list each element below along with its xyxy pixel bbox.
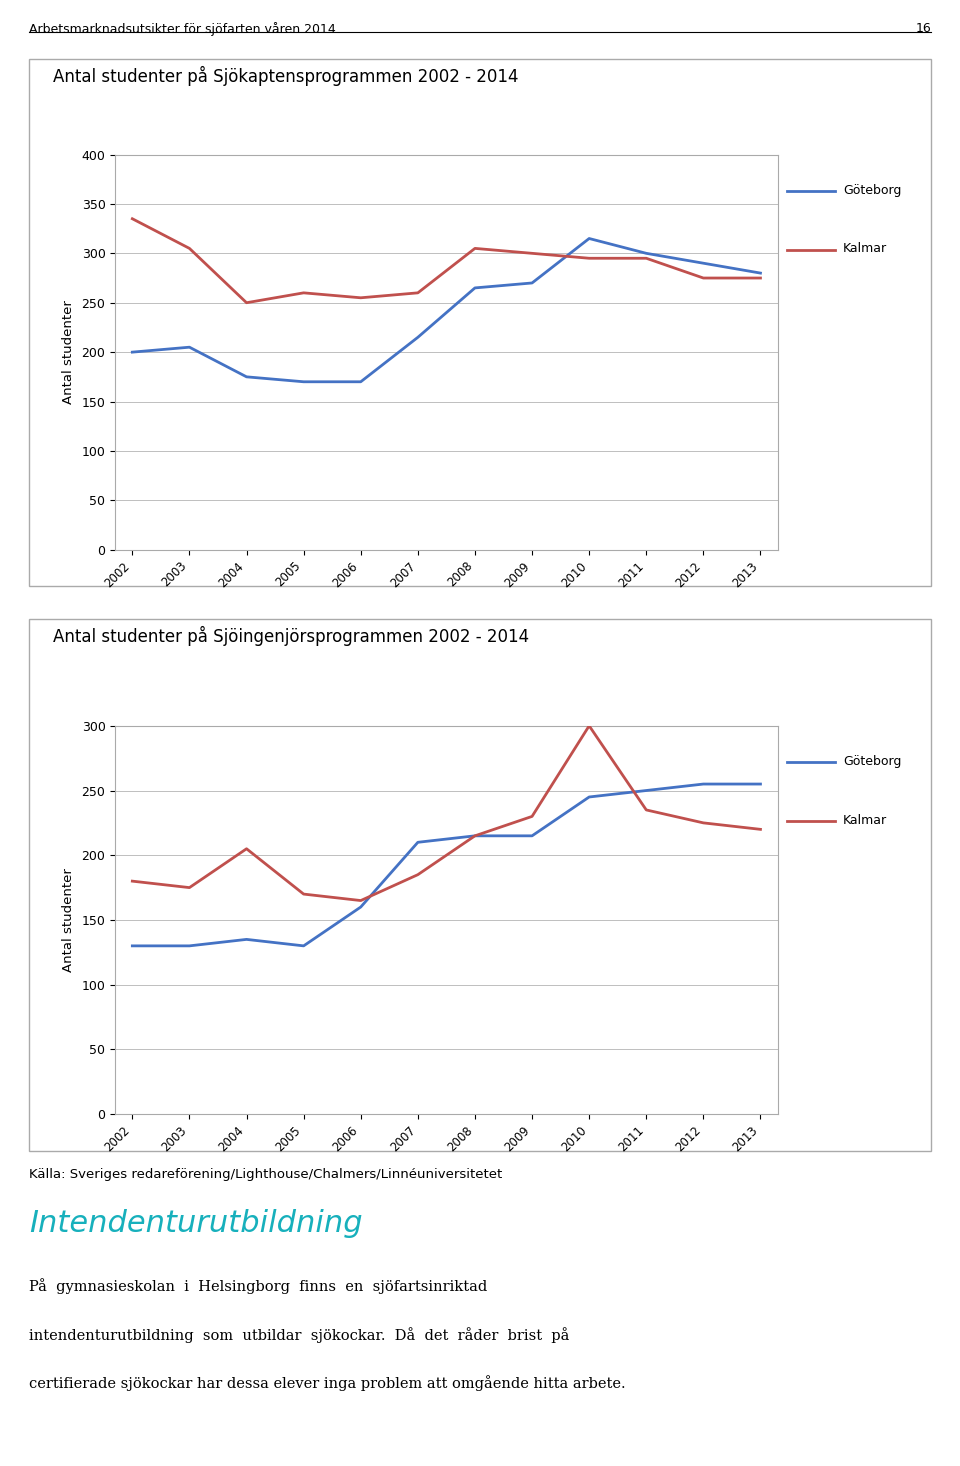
Kalmar [127,210,138,227]
Kalmar [640,249,652,267]
Kalmar [755,270,766,287]
Kalmar [584,249,595,267]
Göteborg [241,368,252,386]
Göteborg [640,781,652,799]
Göteborg [127,343,138,361]
Line: Kalmar: Kalmar [132,218,760,303]
Text: 16: 16 [916,22,931,35]
Göteborg [355,372,367,390]
Kalmar [698,814,709,831]
Kalmar [298,885,309,903]
Line: Göteborg: Göteborg [132,784,760,946]
Text: Kalmar: Kalmar [843,814,887,827]
Kalmar [640,800,652,818]
Göteborg [298,372,309,390]
Göteborg [526,827,538,844]
Kalmar [469,827,481,844]
Göteborg [355,899,367,916]
Kalmar [127,872,138,890]
Göteborg [469,279,481,296]
Text: Antal studenter på Sjöingenjörsprogrammen 2002 - 2014: Antal studenter på Sjöingenjörsprogramme… [53,626,529,647]
Line: Göteborg: Göteborg [132,239,760,381]
Göteborg [698,776,709,793]
Text: Antal studenter på Sjökaptensprogrammen 2002 - 2014: Antal studenter på Sjökaptensprogrammen … [53,66,518,86]
Göteborg [412,834,423,852]
Kalmar [584,717,595,734]
Text: Göteborg: Göteborg [843,183,901,196]
Göteborg [298,937,309,954]
Y-axis label: Antal studenter: Antal studenter [61,301,75,405]
Kalmar [355,289,367,306]
Kalmar [298,284,309,302]
Text: Kalmar: Kalmar [843,242,887,255]
Text: Intendenturutbildning: Intendenturutbildning [29,1209,363,1239]
Y-axis label: Antal studenter: Antal studenter [61,868,75,972]
Göteborg [183,937,195,954]
Kalmar [241,840,252,858]
Göteborg [584,789,595,806]
Text: Arbetsmarknadsutsikter för sjöfarten våren 2014: Arbetsmarknadsutsikter för sjöfarten vår… [29,22,336,37]
Göteborg [469,827,481,844]
Kalmar [412,284,423,302]
Kalmar [526,245,538,262]
Kalmar [183,878,195,896]
Göteborg [584,230,595,248]
Kalmar [755,821,766,839]
Kalmar [183,239,195,257]
Line: Kalmar: Kalmar [132,726,760,900]
Göteborg [640,245,652,262]
Göteborg [755,264,766,281]
Kalmar [241,293,252,312]
Göteborg [127,937,138,954]
Text: certifierade sjökockar har dessa elever inga problem att omgående hitta arbete.: certifierade sjökockar har dessa elever … [29,1375,625,1391]
Text: Källa: Sveriges redareförening/Lighthouse/Chalmers/Linnéuniversitetet: Källa: Sveriges redareförening/Lighthous… [29,1168,502,1182]
Kalmar [469,239,481,257]
Kalmar [355,891,367,909]
Göteborg [526,274,538,292]
Kalmar [698,270,709,287]
Kalmar [412,866,423,884]
Kalmar [526,808,538,825]
Text: På  gymnasieskolan  i  Helsingborg  finns  en  sjöfartsinriktad: På gymnasieskolan i Helsingborg finns en… [29,1278,487,1294]
Göteborg [183,339,195,356]
Göteborg [241,931,252,949]
Göteborg [755,776,766,793]
Göteborg [698,255,709,273]
Göteborg [412,328,423,346]
Text: intendenturutbildning  som  utbildar  sjökockar.  Då  det  råder  brist  på: intendenturutbildning som utbildar sjöko… [29,1327,569,1343]
Text: Göteborg: Göteborg [843,755,901,768]
